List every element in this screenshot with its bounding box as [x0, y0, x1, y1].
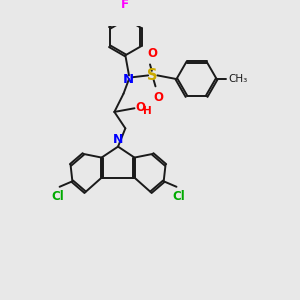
- Text: O: O: [135, 101, 146, 114]
- Text: F: F: [121, 0, 129, 11]
- Text: O: O: [153, 91, 163, 104]
- Text: N: N: [113, 133, 123, 146]
- Text: N: N: [122, 73, 134, 85]
- Text: S: S: [148, 68, 158, 83]
- Text: CH₃: CH₃: [229, 74, 248, 84]
- Text: Cl: Cl: [51, 190, 64, 203]
- Text: O: O: [148, 47, 158, 60]
- Text: Cl: Cl: [172, 190, 185, 203]
- Text: H: H: [143, 106, 152, 116]
